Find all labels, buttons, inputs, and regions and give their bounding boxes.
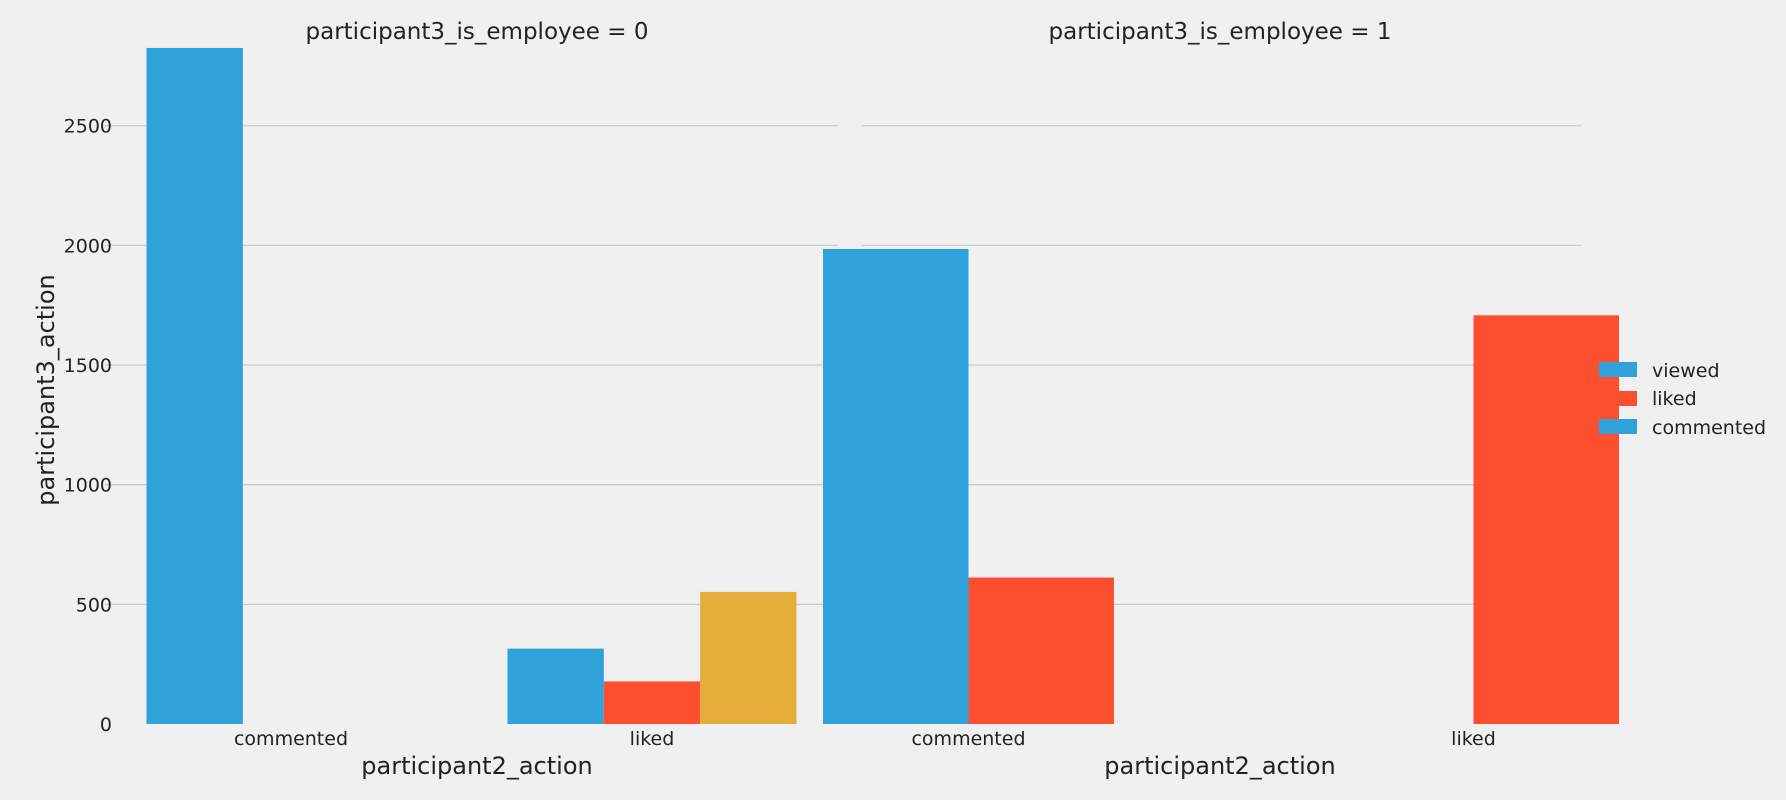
y-tick-label: 0 [100, 714, 112, 736]
legend-swatch [1599, 362, 1637, 377]
x-tick-label: commented [911, 728, 1025, 750]
bars [823, 249, 1619, 724]
bars [147, 48, 797, 724]
x-axis-label: participant2_action [1104, 752, 1335, 780]
x-tick-labels: commented liked [234, 728, 674, 750]
bar-liked-liked [604, 681, 700, 724]
bar-liked-liked [1474, 315, 1620, 724]
panel-title: participant3_is_employee = 1 [1049, 19, 1392, 45]
panel-employee-0: participant3_is_employee = 0 commented li… [64, 19, 838, 780]
bar-liked-commented [969, 578, 1115, 724]
y-tick-label: 1000 [64, 475, 112, 497]
legend-swatch [1599, 419, 1637, 434]
bar-viewed-commented [147, 48, 243, 724]
legend: viewed liked commented [1599, 360, 1766, 439]
panel-title: participant3_is_employee = 0 [306, 19, 649, 45]
panel-employee-1: participant3_is_employee = 1 commented li… [823, 19, 1619, 780]
legend-label: commented [1652, 417, 1766, 439]
legend-item-commented: commented [1599, 417, 1766, 439]
y-tick-label: 2500 [64, 116, 112, 138]
legend-label: viewed [1652, 360, 1720, 382]
y-axis-label: participant3_action [32, 274, 60, 505]
bar-viewed-liked [508, 649, 604, 724]
y-tick-label: 500 [76, 594, 112, 616]
legend-label: liked [1652, 388, 1697, 410]
bar-commented-liked [700, 592, 796, 724]
x-tick-label: liked [630, 728, 675, 750]
y-tick-label: 1500 [64, 355, 112, 377]
x-tick-labels: commented liked [911, 728, 1495, 750]
x-axis-label: participant2_action [361, 752, 592, 780]
x-tick-label: liked [1451, 728, 1496, 750]
y-tick-labels: 0 500 1000 1500 2000 2500 [64, 116, 112, 736]
legend-swatch [1599, 391, 1637, 406]
bar-viewed-commented [823, 249, 969, 724]
y-tick-label: 2000 [64, 235, 112, 257]
grid-lines [861, 126, 1581, 605]
x-tick-label: commented [234, 728, 348, 750]
